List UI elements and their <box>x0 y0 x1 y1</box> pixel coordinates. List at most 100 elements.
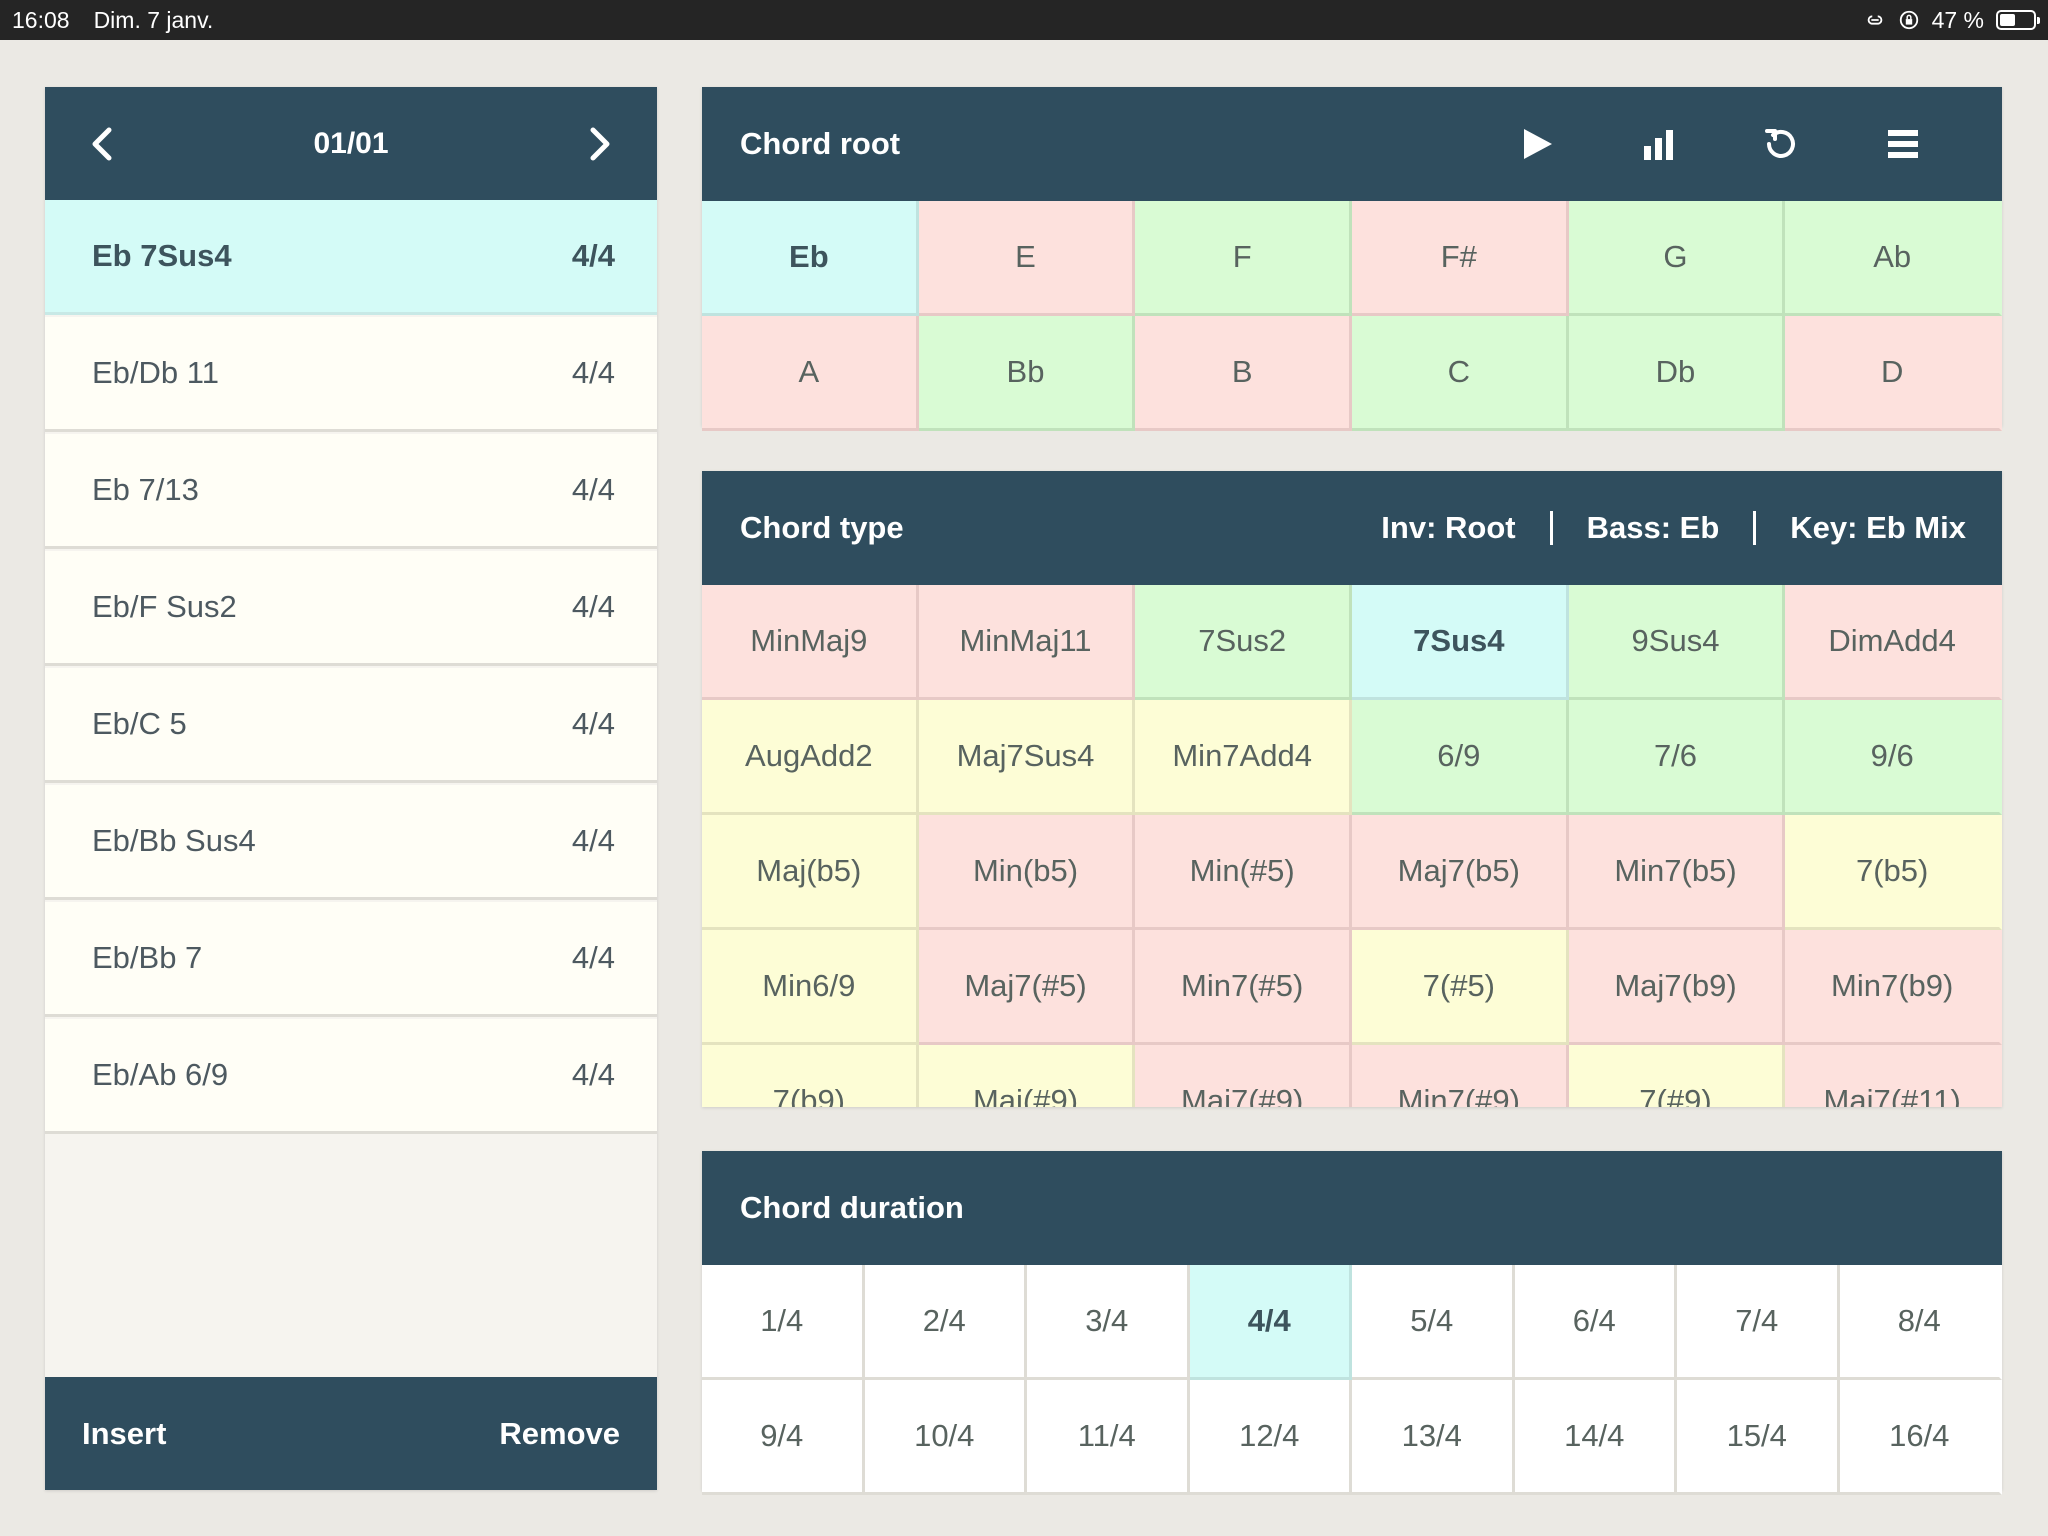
sequence-item[interactable]: Eb/Ab 6/9 4/4 <box>45 1019 657 1134</box>
sequence-item[interactable]: Eb/Db 11 4/4 <box>45 317 657 432</box>
sequence-item[interactable]: Eb 7/13 4/4 <box>45 434 657 549</box>
sequence-item[interactable]: Eb/Bb 7 4/4 <box>45 902 657 1017</box>
chord-root-option[interactable]: F <box>1135 201 1352 316</box>
chord-duration-option[interactable]: 6/4 <box>1514 1265 1677 1380</box>
chord-type-option[interactable]: Min7(b5) <box>1568 815 1786 930</box>
chord-duration-option[interactable]: 3/4 <box>1027 1265 1190 1380</box>
next-page-button[interactable] <box>579 124 619 164</box>
chord-duration-grid: 1/4 2/4 3/4 4/4 5/4 6/4 7/4 8/4 9/4 10/4 11/4 12/4 1… <box>702 1265 2002 1495</box>
chord-type-scroll-area[interactable]: MinMaj9 MinMaj11 7Sus2 7Sus4 9Sus4 DimAdd4 Aug… <box>702 585 2002 1107</box>
chord-root-option[interactable]: F# <box>1352 201 1569 316</box>
chord-duration-option[interactable]: 13/4 <box>1352 1380 1515 1495</box>
remove-button[interactable]: Remove <box>499 1415 620 1451</box>
chord-root-option[interactable]: A <box>702 316 919 431</box>
chord-duration-option[interactable]: 10/4 <box>864 1380 1027 1495</box>
chord-type-option[interactable]: MinMaj11 <box>918 585 1136 700</box>
chord-type-option[interactable]: 7Sus2 <box>1135 585 1352 700</box>
chord-type-option[interactable]: AugAdd2 <box>702 700 919 815</box>
chord-duration-option[interactable]: 15/4 <box>1677 1380 1840 1495</box>
chord-duration-title: Chord duration <box>740 1190 964 1225</box>
chord-root-option[interactable]: Db <box>1568 316 1786 431</box>
chord-duration-option[interactable]: 4/4 <box>1189 1265 1352 1380</box>
key-label[interactable]: Key: Eb Mix <box>1790 510 1966 545</box>
chord-type-option[interactable]: Min(b5) <box>918 815 1136 930</box>
chord-type-option[interactable]: 9Sus4 <box>1568 585 1786 700</box>
chord-duration-option[interactable]: 5/4 <box>1352 1265 1515 1380</box>
chord-duration-option[interactable]: 7/4 <box>1677 1265 1840 1380</box>
play-button[interactable] <box>1476 114 1598 174</box>
chord-duration-option[interactable]: 12/4 <box>1189 1380 1352 1495</box>
sequence-item-chord: Eb/Ab 6/9 <box>92 1057 229 1092</box>
chord-type-option[interactable]: DimAdd4 <box>1785 585 2002 700</box>
chord-duration-option[interactable]: 9/4 <box>702 1380 865 1495</box>
separator <box>1753 511 1757 545</box>
chord-type-grid: MinMaj9 MinMaj11 7Sus2 7Sus4 9Sus4 DimAdd4 Aug… <box>702 585 2002 1107</box>
chord-type-option[interactable]: 6/9 <box>1352 700 1569 815</box>
sequence-item-duration: 4/4 <box>571 1057 615 1092</box>
chord-type-option[interactable]: Maj7(#11) <box>1785 1045 2002 1107</box>
bass-label[interactable]: Bass: Eb <box>1586 510 1720 545</box>
chord-duration-panel: Chord duration 1/4 2/4 3/4 4/4 5/4 6/4 7/4 8/4 9… <box>702 1151 2002 1495</box>
orientation-lock-icon <box>1899 10 1918 30</box>
sequence-item[interactable]: Eb/F Sus2 4/4 <box>45 551 657 666</box>
previous-page-button[interactable] <box>83 124 123 164</box>
undo-button[interactable] <box>1720 114 1842 174</box>
chord-root-option[interactable]: C <box>1352 316 1569 431</box>
chord-type-header: Chord type Inv: Root Bass: Eb Key: Eb Mi… <box>702 471 2002 585</box>
chord-type-option[interactable]: MinMaj9 <box>702 585 919 700</box>
chord-type-option[interactable]: 7(b9) <box>702 1045 919 1107</box>
sequence-item-duration: 4/4 <box>571 940 615 975</box>
chord-type-option[interactable]: Maj7(#9) <box>1135 1045 1352 1107</box>
chord-type-option[interactable]: 7(b5) <box>1785 815 2002 930</box>
sequence-item[interactable]: Eb/Bb Sus4 4/4 <box>45 785 657 900</box>
chord-root-option[interactable]: B <box>1135 316 1352 431</box>
chord-root-option[interactable]: Ab <box>1785 201 2002 316</box>
chord-duration-option[interactable]: 11/4 <box>1027 1380 1190 1495</box>
sequence-item-chord: Eb/Bb Sus4 <box>92 823 256 858</box>
chord-root-option[interactable]: Eb <box>702 201 919 316</box>
undo-icon <box>1765 129 1795 158</box>
chord-root-option[interactable]: E <box>918 201 1136 316</box>
chord-type-option[interactable]: 7/6 <box>1568 700 1786 815</box>
chord-type-option[interactable]: Min7Add4 <box>1135 700 1352 815</box>
chord-root-option[interactable]: D <box>1785 316 2002 431</box>
chord-type-option[interactable]: Maj(#9) <box>918 1045 1136 1107</box>
chord-type-option[interactable]: Maj7(b9) <box>1568 930 1786 1045</box>
battery-percent: 47 % <box>1931 6 1984 33</box>
sequence-item-chord: Eb 7Sus4 <box>92 238 232 273</box>
stats-button[interactable] <box>1598 114 1720 174</box>
chord-type-option[interactable]: Min7(#9) <box>1352 1045 1569 1107</box>
bar-chart-icon <box>1644 130 1673 160</box>
status-right: 47 % <box>1864 6 2040 34</box>
sequence-item[interactable]: Eb/C 5 4/4 <box>45 668 657 783</box>
sequence-item[interactable]: Eb 7Sus4 4/4 <box>45 200 657 315</box>
chord-duration-option[interactable]: 1/4 <box>702 1265 865 1380</box>
chord-type-option[interactable]: Min(#5) <box>1135 815 1352 930</box>
play-icon <box>1524 129 1552 159</box>
inversion-label[interactable]: Inv: Root <box>1381 510 1516 545</box>
chord-type-option[interactable]: 7(#5) <box>1352 930 1569 1045</box>
chord-type-option[interactable]: Maj(b5) <box>702 815 919 930</box>
status-time: 16:08 <box>12 6 70 33</box>
chord-type-option[interactable]: 7(#9) <box>1568 1045 1786 1107</box>
separator <box>1549 511 1553 545</box>
chord-type-option[interactable]: Min6/9 <box>702 930 919 1045</box>
menu-button[interactable] <box>1842 114 1964 174</box>
insert-button[interactable]: Insert <box>82 1415 167 1451</box>
chord-duration-option[interactable]: 16/4 <box>1839 1380 2002 1495</box>
chord-type-option[interactable]: Min7(#5) <box>1135 930 1352 1045</box>
chord-root-option[interactable]: Bb <box>918 316 1136 431</box>
toolbar <box>1476 114 1964 174</box>
chord-duration-option[interactable]: 2/4 <box>864 1265 1027 1380</box>
chord-type-option[interactable]: 9/6 <box>1785 700 2002 815</box>
chord-type-option[interactable]: 7Sus4 <box>1352 585 1569 700</box>
chord-root-option[interactable]: G <box>1568 201 1786 316</box>
page-indicator: 01/01 <box>313 126 389 160</box>
chord-duration-option[interactable]: 8/4 <box>1839 1265 2002 1380</box>
sequence-footer: Insert Remove <box>45 1377 657 1490</box>
chord-duration-option[interactable]: 14/4 <box>1514 1380 1677 1495</box>
chord-type-option[interactable]: Min7(b9) <box>1785 930 2002 1045</box>
chord-type-option[interactable]: Maj7(#5) <box>918 930 1136 1045</box>
chord-type-option[interactable]: Maj7(b5) <box>1352 815 1569 930</box>
chord-type-option[interactable]: Maj7Sus4 <box>918 700 1136 815</box>
